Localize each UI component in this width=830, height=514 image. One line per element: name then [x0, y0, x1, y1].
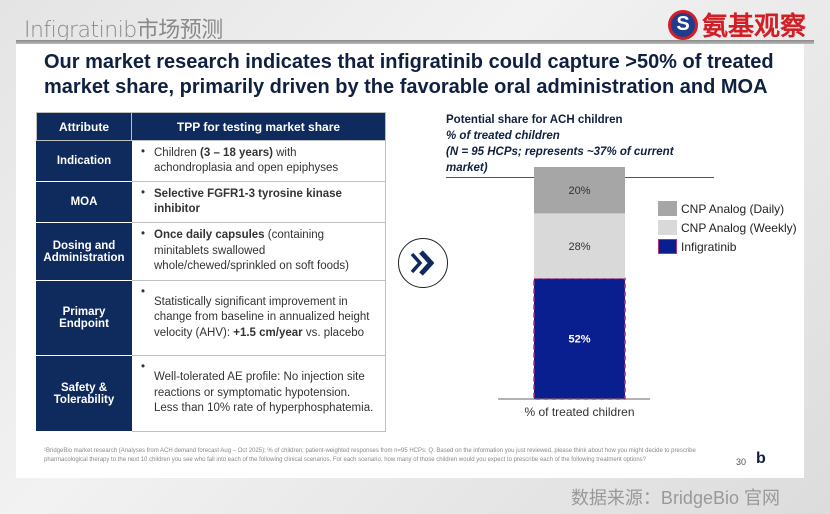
attribute-cell: Indication — [36, 140, 132, 182]
divider — [16, 40, 814, 44]
legend-swatch — [658, 239, 677, 254]
attribute-cell: Safety & Tolerability — [36, 355, 132, 432]
stacked-bar-chart: 52% 28% 20% % of treated children — [498, 167, 650, 419]
value-bold: Once daily capsules — [154, 229, 265, 242]
legend-item: CNP Analog (Daily) — [658, 199, 797, 218]
legend-swatch — [658, 220, 677, 235]
double-chevron-right-icon — [398, 238, 448, 288]
value-text: Children — [154, 146, 201, 159]
value-cell: Statistically significant improvement in… — [131, 280, 386, 356]
logo-text: 氨基观察 — [701, 11, 806, 41]
page-number: 30 — [736, 457, 747, 467]
col-header: TPP for testing market share — [131, 112, 386, 141]
table-row: Dosing and AdministrationOnce daily caps… — [36, 222, 386, 281]
bar-segment-cnp-analog-daily- — [534, 167, 625, 214]
bar-segment-infigratinib — [533, 277, 626, 400]
legend-label: CNP Analog (Daily) — [681, 201, 785, 216]
chart-title: Potential share for ACH children % of tr… — [446, 112, 714, 178]
value-text: Statistically significant improvement in… — [154, 295, 370, 339]
data-label: 20% — [568, 185, 590, 197]
value-bold: +1.5 cm/year — [233, 326, 303, 339]
footnote: ¹BridgeBio market research (Analyses fro… — [44, 448, 696, 463]
attribute-cell: MOA — [36, 181, 132, 223]
table-row: IndicationChildren (3 – 18 years) with a… — [36, 140, 386, 182]
attribute-cell: Primary Endpoint — [36, 280, 132, 356]
legend-label: Infigratinib — [681, 239, 737, 254]
value-text: with achondroplasia and open epiphyses — [154, 146, 339, 175]
data-label: 52% — [568, 334, 590, 346]
logo: S 氨基观察 — [667, 6, 806, 43]
value-cell: Once daily capsules (containing minitabl… — [131, 222, 386, 281]
page-title: Infigratinib市场预测 — [24, 18, 223, 43]
value-text: Well-tolerated AE profile: No injection … — [154, 371, 374, 415]
chart-subtitle: % of treated children — [446, 130, 560, 142]
legend-swatch — [658, 201, 677, 216]
legend-item: Infigratinib — [658, 237, 797, 256]
logo-icon: S — [667, 9, 698, 40]
value-cell: Children (3 – 18 years) with achondropla… — [131, 140, 386, 182]
value-cell: Selective FGFR1-3 tyrosine kinase inhibi… — [131, 181, 386, 223]
headline: Our market research indicates that infig… — [44, 51, 774, 98]
table-row: Safety & Tolerability Well-tolerated AE p… — [36, 355, 386, 432]
table-row: Primary Endpoint Statistically significan… — [36, 280, 386, 356]
legend-item: CNP Analog (Weekly) — [658, 218, 797, 237]
value-cell: Well-tolerated AE profile: No injection … — [131, 355, 386, 432]
value-text: (containing minitablets swallowed whole/… — [154, 229, 349, 273]
x-tick-label: % of treated children — [524, 405, 634, 419]
col-header: Attribute — [36, 112, 132, 141]
data-label: 28% — [568, 241, 590, 253]
legend-label: CNP Analog (Weekly) — [681, 220, 797, 235]
value-bold: (3 – 18 years) — [200, 146, 273, 159]
bar-segment-cnp-analog-weekly- — [534, 213, 625, 279]
table-row: MOA Selective FGFR1-3 tyrosine kinase inh… — [36, 181, 386, 223]
value-bold: Selective FGFR1-3 tyrosine kinase inhibi… — [154, 187, 342, 216]
attribute-cell: Dosing and Administration — [36, 222, 132, 281]
chart-note: (N = 95 HCPs; represents ~37% of current… — [446, 146, 674, 174]
brand-logo: b — [756, 450, 766, 467]
legend: CNP Analog (Daily) CNP Analog (Weekly) I… — [658, 199, 797, 256]
value-text: vs. placebo — [302, 326, 365, 339]
tpp-table: Attribute TPP for testing market share In… — [36, 112, 386, 432]
source-caption: 数据来源：BridgeBio 官网 — [570, 488, 780, 508]
chart-title-text: Potential share for ACH children — [446, 114, 623, 126]
